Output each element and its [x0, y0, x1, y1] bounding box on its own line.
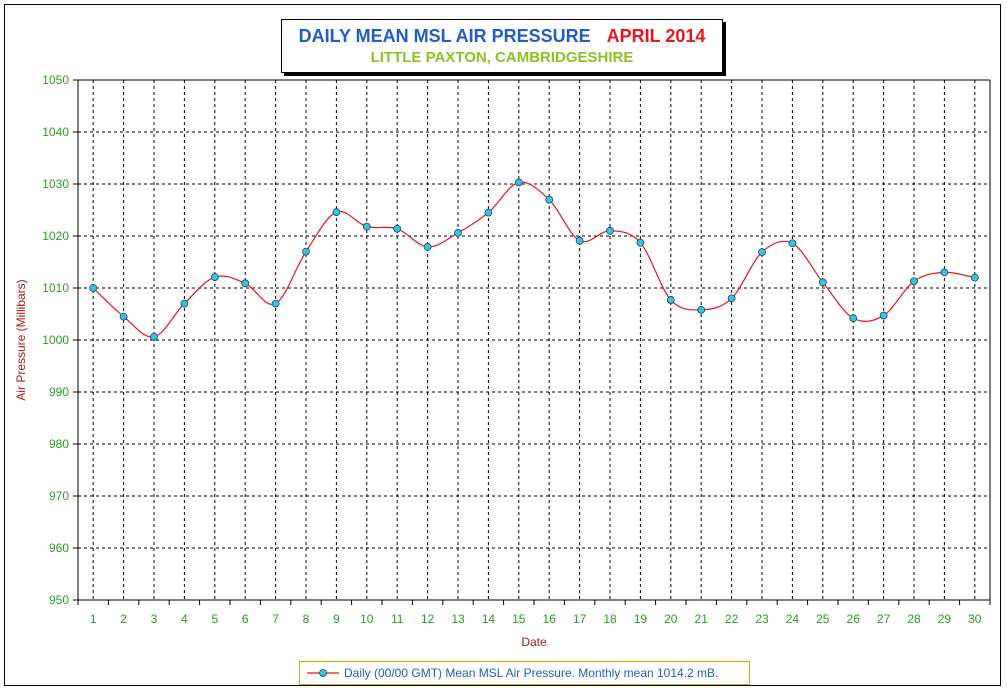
- y-tick-label: 1020: [42, 229, 69, 243]
- data-point: [575, 236, 584, 245]
- data-point: [879, 311, 888, 320]
- data-point: [332, 208, 341, 216]
- x-tick-label: 17: [573, 612, 587, 626]
- x-tick-label: 21: [695, 612, 709, 626]
- data-point: [119, 312, 128, 321]
- x-tick-label: 16: [543, 612, 557, 626]
- data-point: [241, 279, 250, 288]
- chart-legend: Daily (00/00 GMT) Mean MSL Air Pressure.…: [299, 661, 750, 685]
- x-tick-label: 8: [303, 612, 310, 626]
- x-tick-label: 26: [847, 612, 861, 626]
- data-point: [393, 224, 402, 233]
- y-tick-label: 970: [49, 489, 69, 503]
- data-point: [271, 299, 280, 308]
- x-tick-label: 14: [482, 612, 496, 626]
- x-tick-label: 2: [120, 612, 127, 626]
- x-tick-label: 22: [725, 612, 739, 626]
- data-point: [636, 238, 645, 247]
- data-point: [727, 294, 736, 303]
- x-tick-label: 11: [391, 612, 404, 626]
- x-tick-label: 10: [360, 612, 374, 626]
- legend-line-marker-icon: [307, 669, 339, 677]
- data-point: [514, 178, 523, 187]
- data-point: [910, 277, 918, 286]
- legend-label: Daily (00/00 GMT) Mean MSL Air Pressure.…: [344, 666, 719, 680]
- y-tick-label: 980: [49, 437, 69, 451]
- data-point: [454, 228, 462, 237]
- x-axis-title: Date: [521, 635, 547, 649]
- data-point: [697, 305, 706, 314]
- data-point: [302, 247, 310, 256]
- chart-title-line: DAILY MEAN MSL AIR PRESSURE APRIL 2014: [282, 25, 722, 47]
- x-tick-label: 29: [938, 612, 952, 626]
- y-tick-label: 1000: [42, 333, 69, 347]
- chart-subtitle: LITTLE PAXTON, CAMBRIDGESHIRE: [370, 49, 634, 66]
- x-tick-label: 12: [421, 612, 435, 626]
- data-point: [545, 195, 554, 204]
- chart-title: DAILY MEAN MSL AIR PRESSURE: [298, 26, 591, 46]
- x-tick-label: 3: [151, 612, 158, 626]
- x-tick-label: 30: [968, 612, 982, 626]
- x-tick-label: 27: [877, 612, 891, 626]
- x-tick-label: 28: [907, 612, 921, 626]
- y-tick-label: 990: [49, 385, 69, 399]
- data-point: [423, 243, 432, 251]
- x-tick-label: 1: [90, 612, 97, 626]
- x-tick-label: 9: [333, 612, 340, 626]
- x-tick-label: 6: [242, 612, 249, 626]
- chart-title-box: DAILY MEAN MSL AIR PRESSURE APRIL 2014 LI…: [281, 19, 723, 73]
- data-point: [849, 314, 858, 323]
- y-tick-label: 1040: [42, 125, 69, 139]
- y-axis-title: Air Pressure (Millibars): [14, 279, 28, 400]
- data-point: [362, 222, 371, 231]
- x-tick-label: 15: [512, 612, 526, 626]
- data-point: [758, 248, 766, 257]
- data-point: [150, 332, 158, 341]
- y-tick-label: 1010: [42, 281, 69, 295]
- data-point: [940, 268, 949, 277]
- chart-title-month: APRIL 2014: [606, 26, 706, 46]
- x-tick-label: 25: [816, 612, 830, 626]
- data-point: [666, 296, 675, 304]
- data-point: [89, 284, 98, 292]
- y-tick-label: 950: [49, 593, 69, 607]
- x-tick-label: 13: [451, 612, 465, 626]
- x-tick-label: 20: [664, 612, 678, 626]
- data-point: [484, 208, 493, 217]
- data-point: [180, 299, 189, 308]
- x-tick-label: 4: [181, 612, 188, 626]
- data-point: [788, 239, 797, 248]
- data-point: [970, 273, 979, 282]
- data-point: [210, 273, 219, 281]
- x-tick-label: 24: [786, 612, 800, 626]
- data-point: [818, 278, 827, 287]
- y-tick-label: 1030: [42, 177, 69, 191]
- x-tick-label: 7: [272, 612, 279, 626]
- y-tick-label: 960: [49, 541, 69, 555]
- x-tick-label: 5: [211, 612, 218, 626]
- x-tick-label: 19: [634, 612, 648, 626]
- x-tick-label: 23: [755, 612, 769, 626]
- y-tick-label: 1050: [42, 73, 69, 87]
- x-tick-label: 18: [603, 612, 617, 626]
- data-point: [606, 226, 614, 235]
